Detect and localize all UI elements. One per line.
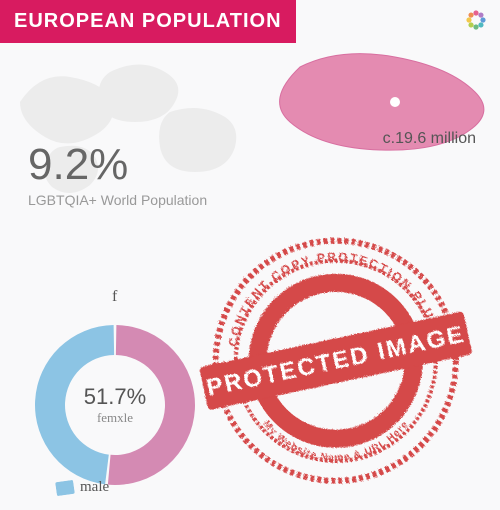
- svg-text:CONTENT COPY PROTECTION PLUGIN: CONTENT COPY PROTECTION PLUGIN: [225, 249, 445, 347]
- legend-male-label: male: [80, 479, 109, 496]
- big-stat-label: LGBTQIA+ World Population: [28, 192, 207, 208]
- bokeh-logo-icon: [464, 8, 488, 32]
- donut-chart: f 51.7% femxle: [20, 310, 210, 500]
- map-caption: c.19.6 million: [383, 130, 476, 148]
- big-stat-value: 9.2%: [28, 140, 207, 190]
- page-title: EUROPEAN POPULATION: [14, 10, 282, 32]
- svg-text:PROTECTED IMAGE: PROTECTED IMAGE: [204, 320, 467, 401]
- big-stat: 9.2% LGBTQIA+ World Population: [28, 140, 207, 208]
- donut-center-label: femxle: [84, 410, 146, 426]
- legend-swatch-male: [55, 479, 75, 495]
- svg-text:My Website Name & URL Here: My Website Name & URL Here: [260, 418, 410, 463]
- protected-stamp: CONTENT COPY PROTECTION PLUGIN My Websit…: [180, 210, 490, 510]
- donut-center-value: 51.7%: [84, 384, 146, 410]
- donut-title: f: [112, 288, 117, 306]
- header-banner: EUROPEAN POPULATION: [0, 0, 296, 43]
- legend-male: male: [56, 479, 109, 496]
- donut-center: 51.7% femxle: [84, 384, 146, 426]
